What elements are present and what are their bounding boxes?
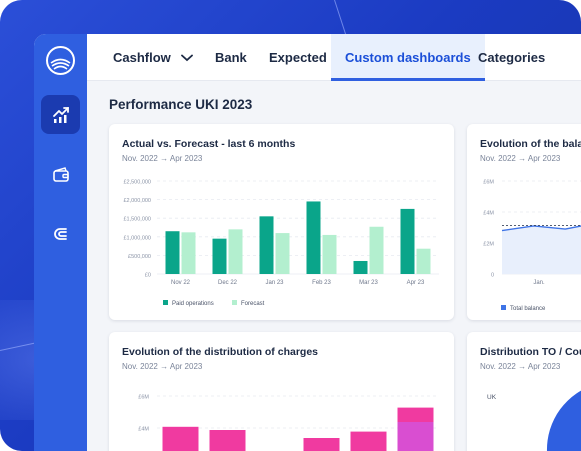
- y-tick-label: 0: [491, 273, 494, 279]
- logo-icon: [50, 58, 71, 70]
- tab-bank[interactable]: Bank: [215, 34, 247, 81]
- chevron-down-icon[interactable]: [180, 54, 193, 62]
- y-tick-label: £4M: [483, 211, 494, 217]
- tab-label: Bank: [215, 50, 247, 65]
- tab-label: Categories: [478, 50, 546, 65]
- wallet-icon: [52, 166, 69, 182]
- legend-swatch-paid: [163, 300, 168, 305]
- y-tick-label: £0: [145, 273, 151, 279]
- legend-label: Forecast: [241, 301, 265, 307]
- card-subtitle: Nov. 2022 → Apr 2023: [480, 362, 561, 371]
- tab-label: Expected: [269, 50, 327, 65]
- y-tick-label: £6M: [483, 180, 494, 186]
- distribution-chart: UK44: [487, 390, 581, 451]
- bar-charges-segment: [162, 426, 199, 451]
- legend-label: Total balance: [510, 306, 546, 312]
- y-tick-label: £2,000,000: [123, 198, 151, 204]
- bar-charges-segment: [397, 422, 434, 451]
- legend-label: Paid operations: [172, 301, 214, 307]
- y-tick-label: £500,000: [128, 254, 151, 260]
- card-subtitle: Nov. 2022 → Apr 2023: [122, 154, 203, 163]
- legend-swatch-balance: [501, 305, 506, 310]
- magnet-icon: [53, 227, 67, 240]
- backdrop-line: [334, 0, 348, 39]
- trend-chart-icon: [52, 106, 69, 123]
- y-tick-label: £1,000,000: [123, 235, 151, 241]
- tab-expected[interactable]: Expected: [269, 34, 327, 81]
- bar-paid-operations: [400, 208, 415, 274]
- bar-paid-operations: [353, 260, 368, 274]
- bar-forecast: [181, 232, 196, 274]
- page-title: Performance UKI 2023: [109, 97, 253, 112]
- x-tick-label: Feb 23: [312, 280, 331, 286]
- bar-charges-segment: [350, 431, 387, 451]
- pie-label: UK: [487, 394, 497, 401]
- balance-chart: 0 £2M £4M £6M Jan. Total balance: [483, 180, 581, 312]
- bar-forecast: [322, 234, 337, 274]
- bar-paid-operations: [306, 201, 321, 274]
- bar-charges-segment: [303, 438, 340, 451]
- x-tick-label: Dec 22: [218, 280, 238, 286]
- x-tick-label: Jan 23: [265, 280, 284, 286]
- card-title: Actual vs. Forecast - last 6 months: [122, 138, 296, 150]
- y-tick-label: £2M: [483, 242, 494, 248]
- card-balance[interactable]: Evolution of the balan Nov. 2022 → Apr 2…: [467, 124, 581, 320]
- sidebar: [34, 34, 87, 451]
- bar-forecast: [369, 226, 384, 274]
- sidebar-item-wallet[interactable]: [41, 155, 80, 194]
- tab-label: Custom dashboards: [345, 50, 471, 65]
- balance-area: [502, 225, 581, 274]
- logo[interactable]: [46, 46, 75, 75]
- card-subtitle: Nov. 2022 → Apr 2023: [480, 154, 561, 163]
- card-charges[interactable]: Evolution of the distribution of charges…: [109, 332, 454, 451]
- y-tick-label: £1,500,000: [123, 217, 151, 223]
- pie-slice: [547, 390, 581, 451]
- x-tick-label: Nov 22: [171, 280, 191, 286]
- tab-categories[interactable]: Categories: [478, 34, 545, 81]
- app-window: Cashflow Bank Expected Custom dashboards…: [34, 34, 581, 451]
- y-tick-label: £2,500,000: [123, 180, 151, 186]
- sidebar-item-dashboard[interactable]: [41, 95, 80, 134]
- top-navigation: Cashflow Bank Expected Custom dashboards…: [87, 34, 581, 81]
- bar-forecast: [416, 248, 431, 274]
- bar-forecast: [228, 229, 243, 274]
- card-title: Evolution of the distribution of charges: [122, 346, 318, 358]
- bar-paid-operations: [165, 231, 180, 274]
- bar-charges-segment: [209, 430, 246, 451]
- y-tick-label: £6M: [138, 395, 149, 401]
- tab-custom-dashboards[interactable]: Custom dashboards: [331, 34, 485, 81]
- sidebar-item-integrations[interactable]: [41, 214, 80, 253]
- charges-chart: £6M £4M: [138, 395, 439, 451]
- actual-forecast-chart: £0 £500,000 £1,000,000 £1,500,000 £2,000,000…: [123, 180, 439, 307]
- y-tick-label: £4M: [138, 427, 149, 433]
- card-actual-forecast[interactable]: Actual vs. Forecast - last 6 months Nov.…: [109, 124, 454, 320]
- card-title: Distribution TO / Cou: [480, 346, 581, 358]
- x-tick-label: Mar 23: [359, 280, 378, 286]
- legend-swatch-forecast: [232, 300, 237, 305]
- dashboard-content: Performance UKI 2023 Actual vs. Forecast…: [87, 81, 581, 451]
- card-title: Evolution of the balan: [480, 138, 581, 150]
- tab-label: Cashflow: [113, 50, 171, 65]
- card-distribution[interactable]: Distribution TO / Cou Nov. 2022 → Apr 20…: [467, 332, 581, 451]
- bar-paid-operations: [212, 238, 227, 274]
- bar-forecast: [275, 233, 290, 274]
- x-tick-label: Jan.: [533, 280, 545, 286]
- tab-cashflow[interactable]: Cashflow: [113, 34, 193, 81]
- series-line-total-balance: [501, 225, 581, 232]
- bar-paid-operations: [259, 216, 274, 274]
- card-subtitle: Nov. 2022 → Apr 2023: [122, 362, 203, 371]
- x-tick-label: Apr 23: [407, 280, 425, 286]
